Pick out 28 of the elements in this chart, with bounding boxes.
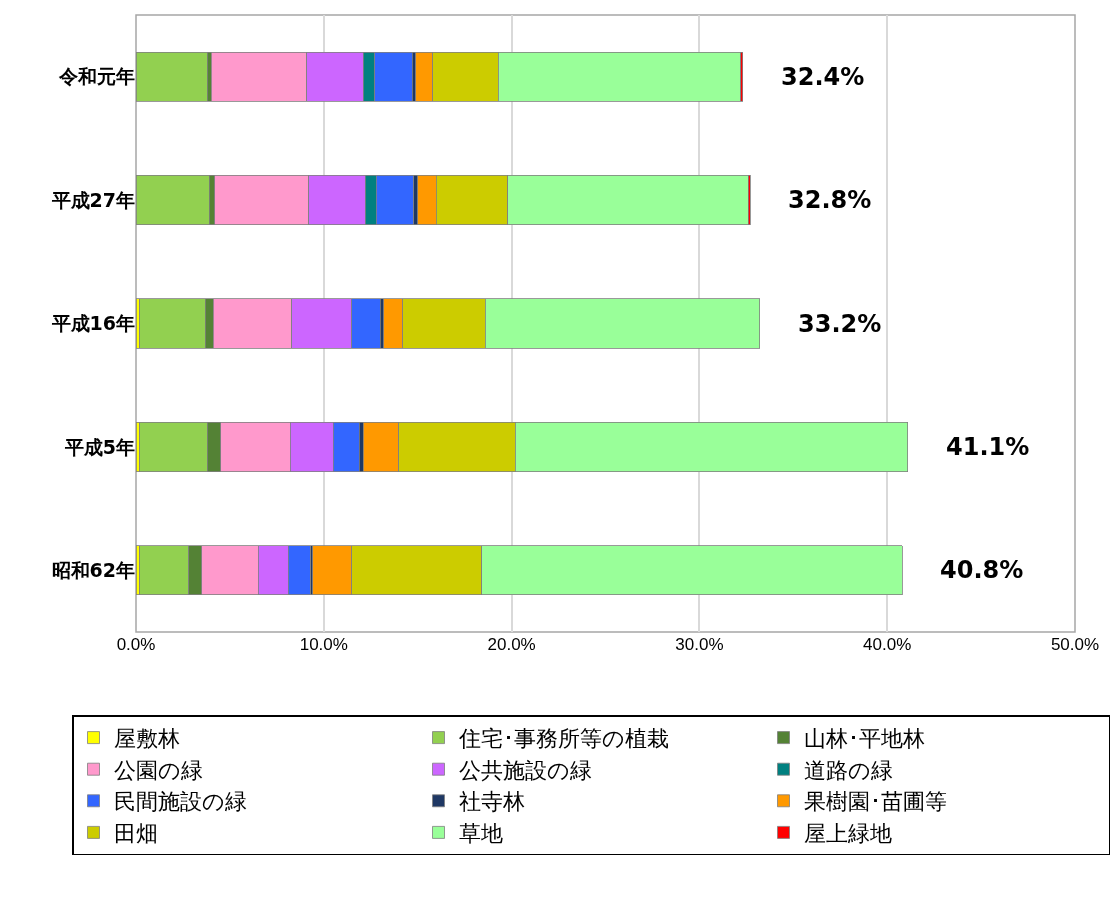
x-tick-label: 30.0% [675,635,724,654]
legend-label: 屋上緑地 [803,820,892,846]
y-tick-label: 平成5年 [63,435,135,458]
y-tick-label: 令和元年 [58,65,135,88]
legend-label: 屋敷林 [113,726,180,752]
total-label: 41.1% [946,433,1030,461]
total-label: 32.4% [781,63,865,91]
x-tick-label: 40.0% [863,635,912,654]
legend-label: 草地 [458,820,503,846]
legend-label: 道路の緑 [803,757,893,783]
x-tick-label: 50.0% [1050,635,1100,654]
total-label: 40.8% [940,556,1024,584]
y-tick-label: 昭和62年 [51,558,135,581]
y-tick-label: 平成16年 [50,312,135,335]
x-tick-label: 20.0% [487,635,536,654]
legend-label: 住宅･事務所等の植栽 [457,726,669,752]
y-tick-label: 平成27年 [50,188,135,211]
x-tick-label: 10.0% [299,635,348,654]
legend-label: 公共施設の緑 [458,757,592,783]
total-label: 33.2% [798,310,882,338]
legend-label: 社寺林 [458,789,525,815]
legend-label: 果樹園･苗圃等 [803,789,947,815]
x-tick-label: 0.0% [116,635,156,654]
legend-label: 田畑 [113,820,158,846]
legend-label: 民間施設の緑 [113,789,247,815]
legend-label: 山林･平地林 [803,726,925,752]
legend-label: 公園の緑 [113,757,203,783]
total-label: 32.8% [788,186,872,214]
